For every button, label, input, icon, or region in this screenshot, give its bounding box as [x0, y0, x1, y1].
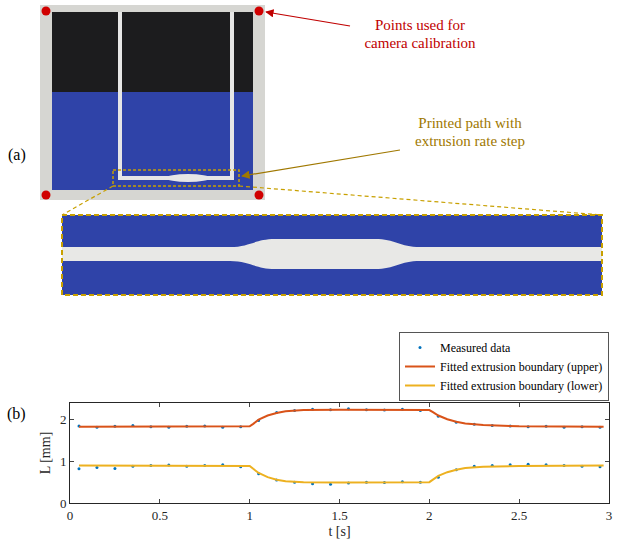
svg-text:0: 0 — [67, 508, 74, 523]
svg-text:L [mm]: L [mm] — [38, 432, 53, 475]
svg-text:(b): (b) — [7, 405, 26, 423]
svg-text:Printed path with: Printed path with — [418, 115, 522, 131]
svg-text:Fitted extrusion boundary (upp: Fitted extrusion boundary (upper) — [440, 360, 602, 374]
svg-text:Points used for: Points used for — [375, 17, 465, 33]
svg-text:Measured data: Measured data — [440, 341, 511, 355]
svg-text:0: 0 — [60, 496, 67, 511]
svg-text:camera calibration: camera calibration — [364, 35, 476, 51]
svg-text:2: 2 — [60, 412, 67, 427]
svg-text:2.5: 2.5 — [511, 508, 527, 523]
svg-text:0.5: 0.5 — [152, 508, 168, 523]
svg-text:extrusion rate step: extrusion rate step — [415, 133, 525, 149]
svg-text:t [s]: t [s] — [328, 524, 350, 539]
svg-text:2: 2 — [426, 508, 433, 523]
svg-text:1.5: 1.5 — [331, 508, 347, 523]
svg-text:3: 3 — [606, 508, 613, 523]
svg-text:1: 1 — [246, 508, 253, 523]
svg-text:Fitted extrusion boundary (low: Fitted extrusion boundary (lower) — [440, 379, 602, 393]
svg-text:1: 1 — [60, 454, 67, 469]
svg-text:(a): (a) — [8, 146, 26, 164]
